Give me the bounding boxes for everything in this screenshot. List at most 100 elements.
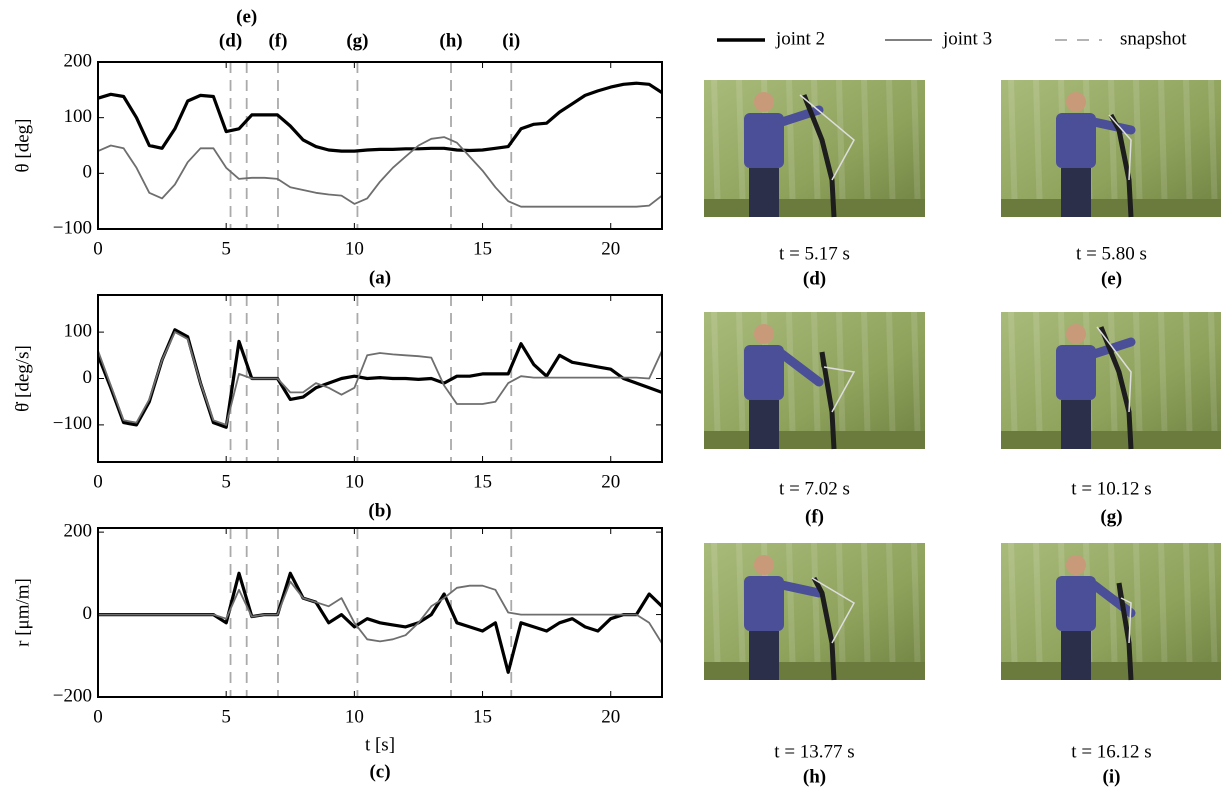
x-tick-label: 15 (473, 238, 492, 259)
snapshot-photo (1001, 79, 1221, 218)
y-tick-label: −100 (53, 217, 92, 238)
plot-frame (97, 61, 663, 230)
curtain-fold (1183, 311, 1193, 450)
person-arm (777, 580, 824, 598)
y-tick-label: 0 (83, 162, 93, 183)
floor (704, 662, 925, 680)
person-head (1066, 92, 1086, 112)
curtain-fold (786, 79, 796, 218)
y-axis-label: θ̇ [deg/s] (12, 345, 33, 412)
curtain-fold (886, 311, 896, 450)
legend-label: snapshot (1120, 28, 1187, 49)
robot-cable (1120, 597, 1132, 644)
curtain-fold (886, 542, 896, 681)
x-tick-label: 5 (221, 706, 231, 727)
curtain-fold (1108, 311, 1118, 450)
photo-background (1001, 80, 1221, 217)
curtain-fold (1008, 311, 1018, 450)
curtain-fold (1208, 311, 1218, 450)
photo-label: (h) (803, 766, 826, 787)
x-tick-label: 20 (601, 706, 620, 727)
photo-caption: t = 5.17 s (779, 243, 850, 264)
x-tick-label: 10 (345, 706, 364, 727)
curtain-fold (1033, 542, 1043, 681)
photo-label: (g) (1100, 506, 1122, 527)
curtain-fold (1008, 79, 1018, 218)
person-legs (1061, 168, 1091, 217)
curtain-fold (1133, 79, 1143, 218)
y-tick-label: 200 (64, 50, 93, 71)
floor (1001, 199, 1221, 217)
robot-arm (1098, 326, 1134, 450)
curtain-fold (811, 79, 821, 218)
photo-caption: t = 16.12 s (1071, 741, 1151, 762)
curtain-fold (836, 311, 846, 450)
curtain-fold (1108, 79, 1118, 218)
x-tick-label: 5 (221, 471, 231, 492)
x-axis-label: t [s] (365, 734, 395, 755)
x-tick-label: 15 (473, 706, 492, 727)
snapshot-photo (704, 79, 925, 218)
curtain-fold (711, 79, 721, 218)
curtain-fold (861, 79, 871, 218)
curtain-fold (1133, 542, 1143, 681)
person-head (1066, 324, 1086, 344)
plot-frame (97, 294, 663, 463)
snapshot-photo (1001, 542, 1221, 681)
curtain-fold (1108, 542, 1118, 681)
floor (704, 199, 925, 217)
legend-label: joint 3 (942, 28, 992, 49)
x-tick-label: 10 (345, 471, 364, 492)
floor (1001, 662, 1221, 680)
person-legs (749, 400, 779, 449)
snapshot-photo (704, 311, 925, 450)
person-head (754, 324, 774, 344)
person-torso (744, 345, 784, 400)
curtain-fold (1158, 311, 1168, 450)
curtain-fold (736, 311, 746, 450)
person-head (754, 555, 774, 575)
curtain-fold (786, 542, 796, 681)
robot-cable (1096, 326, 1132, 413)
robot-arm (811, 576, 837, 681)
y-tick-label: 0 (83, 603, 93, 624)
plot-frame (97, 527, 663, 698)
curtain-fold (811, 542, 821, 681)
person-torso (1056, 345, 1096, 400)
subfigure-caption: (c) (369, 761, 390, 782)
snapshot-label: (e) (236, 6, 257, 27)
curtain-fold (1033, 79, 1043, 218)
photo-caption: t = 7.02 s (779, 478, 850, 499)
curtain-fold (736, 542, 746, 681)
curtain-fold (911, 542, 921, 681)
x-tick-label: 0 (93, 471, 103, 492)
x-tick-label: 15 (473, 471, 492, 492)
photo-background (704, 543, 925, 680)
robot-cable (823, 366, 856, 413)
series-line (98, 571, 662, 674)
curtain-fold (1158, 542, 1168, 681)
photo-caption: t = 13.77 s (774, 741, 854, 762)
subfigure-caption: (a) (369, 267, 391, 288)
series-line (98, 580, 662, 644)
curtain-fold (736, 79, 746, 218)
curtain-fold (1208, 542, 1218, 681)
curtain-fold (1008, 542, 1018, 681)
curtain-fold (1208, 79, 1218, 218)
x-tick-label: 0 (93, 238, 103, 259)
curtain-fold (711, 542, 721, 681)
person-torso (1056, 576, 1096, 631)
photo-label: (d) (803, 268, 826, 289)
curtain-fold (836, 79, 846, 218)
person-legs (749, 168, 779, 217)
curtain-fold (711, 311, 721, 450)
series-line (98, 331, 662, 426)
photo-label: (e) (1101, 268, 1122, 289)
y-tick-label: −200 (53, 685, 92, 706)
x-tick-label: 10 (345, 238, 364, 259)
robot-cable (1108, 114, 1132, 181)
person-torso (1056, 113, 1096, 168)
robot-cable (799, 94, 855, 181)
curtain-fold (836, 542, 846, 681)
